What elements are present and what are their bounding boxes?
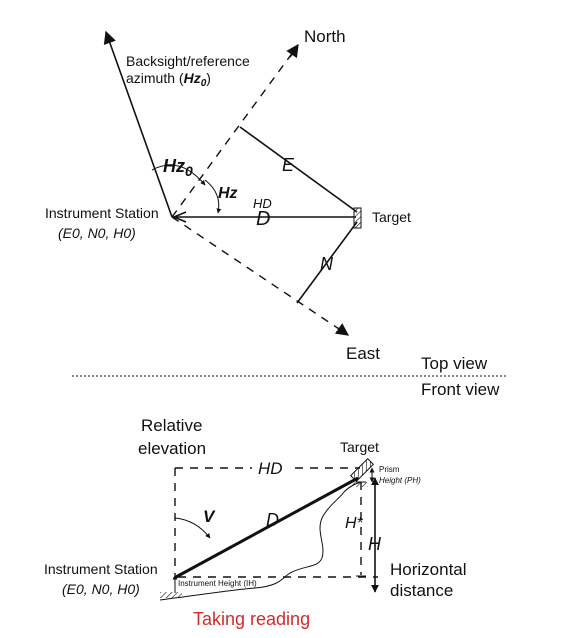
v-label: V	[203, 507, 216, 526]
terrain-line	[159, 481, 362, 601]
d-label-front: D	[266, 510, 279, 530]
relative-elevation-line1: Relative	[141, 416, 202, 435]
top-view-label: Top view	[421, 354, 488, 373]
distance-arrowhead	[171, 211, 187, 223]
target-label-front: Target	[340, 439, 379, 455]
station-ground	[160, 592, 182, 598]
view-divider: Top view Front view	[72, 354, 506, 399]
station-coords-front: (E0, N0, H0)	[62, 581, 140, 597]
v-angle-arc	[174, 517, 211, 539]
north-label: North	[304, 27, 346, 46]
hd-handwritten-label: HD	[253, 196, 272, 211]
target-ground	[352, 482, 368, 487]
target-prism-front	[349, 457, 375, 483]
east-label: East	[346, 344, 380, 363]
backsight-label-line1: Backsight/reference	[126, 53, 250, 69]
hz0-label: Hz0	[163, 156, 193, 179]
h-star-label: H*	[345, 515, 364, 532]
target-label-top: Target	[372, 209, 411, 225]
backsight-arrow	[103, 30, 173, 218]
north-axis	[171, 47, 297, 218]
d-label: D	[256, 208, 270, 230]
station-name-top: Instrument Station	[45, 205, 159, 221]
station-name-front: Instrument Station	[44, 561, 158, 577]
horizontal-distance-line1: Horizontal	[390, 560, 467, 579]
e-component-line	[239, 126, 358, 213]
caption: Taking reading	[193, 609, 310, 629]
front-view-label: Front view	[421, 380, 500, 399]
target-prism-top	[353, 207, 362, 229]
backsight-label-line2: azimuth (Hz0)	[126, 70, 211, 89]
front-view: Relative elevation Target HD Prism Heigh…	[44, 416, 467, 601]
hd-label-bg	[252, 460, 288, 476]
east-axis	[171, 216, 346, 334]
relative-elevation-line2: elevation	[138, 439, 206, 458]
hd-label: HD	[258, 459, 283, 478]
prism-label-line2: Height (PH)	[379, 476, 421, 485]
north-arrowhead	[286, 43, 299, 59]
hz-label: Hz	[218, 185, 238, 202]
prism-label-line1: Prism	[379, 465, 400, 474]
top-view: North East Backsight/reference azimuth (…	[45, 27, 411, 363]
n-component-line	[296, 221, 358, 304]
east-arrowhead	[334, 323, 350, 336]
n-label: N	[320, 254, 334, 274]
instrument-height-label: Instrument Height (IH)	[178, 579, 257, 588]
station-coords-top: (E0, N0, H0)	[58, 225, 136, 241]
hz0-arc	[151, 164, 206, 186]
horizontal-distance-line2: distance	[390, 581, 453, 600]
e-label: E	[282, 155, 295, 175]
slope-distance-line	[175, 476, 359, 579]
hz-arc	[204, 179, 222, 214]
h-label: H	[368, 534, 382, 554]
